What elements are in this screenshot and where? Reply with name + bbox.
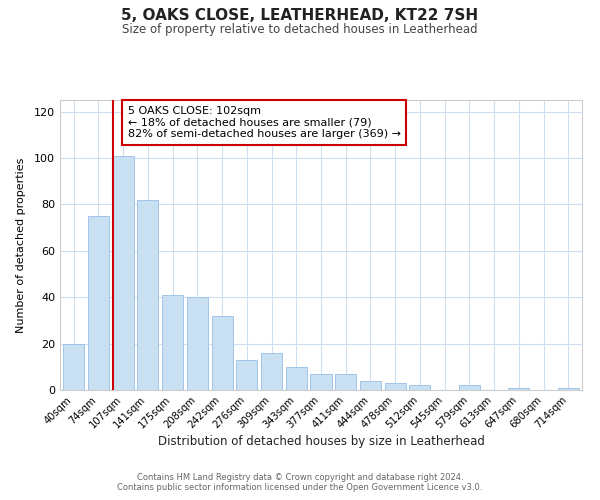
Bar: [385, 383, 406, 390]
Bar: [508, 388, 529, 390]
Y-axis label: Number of detached properties: Number of detached properties: [16, 158, 26, 332]
Text: 5, OAKS CLOSE, LEATHERHEAD, KT22 7SH: 5, OAKS CLOSE, LEATHERHEAD, KT22 7SH: [121, 8, 479, 22]
Text: Contains HM Land Registry data © Crown copyright and database right 2024.: Contains HM Land Registry data © Crown c…: [137, 472, 463, 482]
Bar: [459, 386, 480, 390]
Bar: [88, 216, 109, 390]
Bar: [137, 200, 158, 390]
Bar: [360, 380, 381, 390]
Bar: [236, 360, 257, 390]
Bar: [286, 367, 307, 390]
Text: Distribution of detached houses by size in Leatherhead: Distribution of detached houses by size …: [158, 435, 484, 448]
Text: Contains public sector information licensed under the Open Government Licence v3: Contains public sector information licen…: [118, 484, 482, 492]
Bar: [409, 386, 430, 390]
Text: 5 OAKS CLOSE: 102sqm
← 18% of detached houses are smaller (79)
82% of semi-detac: 5 OAKS CLOSE: 102sqm ← 18% of detached h…: [128, 106, 401, 139]
Bar: [187, 297, 208, 390]
Bar: [558, 388, 579, 390]
Bar: [113, 156, 134, 390]
Bar: [335, 374, 356, 390]
Bar: [212, 316, 233, 390]
Bar: [310, 374, 332, 390]
Bar: [63, 344, 84, 390]
Bar: [261, 353, 282, 390]
Bar: [162, 295, 183, 390]
Text: Size of property relative to detached houses in Leatherhead: Size of property relative to detached ho…: [122, 22, 478, 36]
